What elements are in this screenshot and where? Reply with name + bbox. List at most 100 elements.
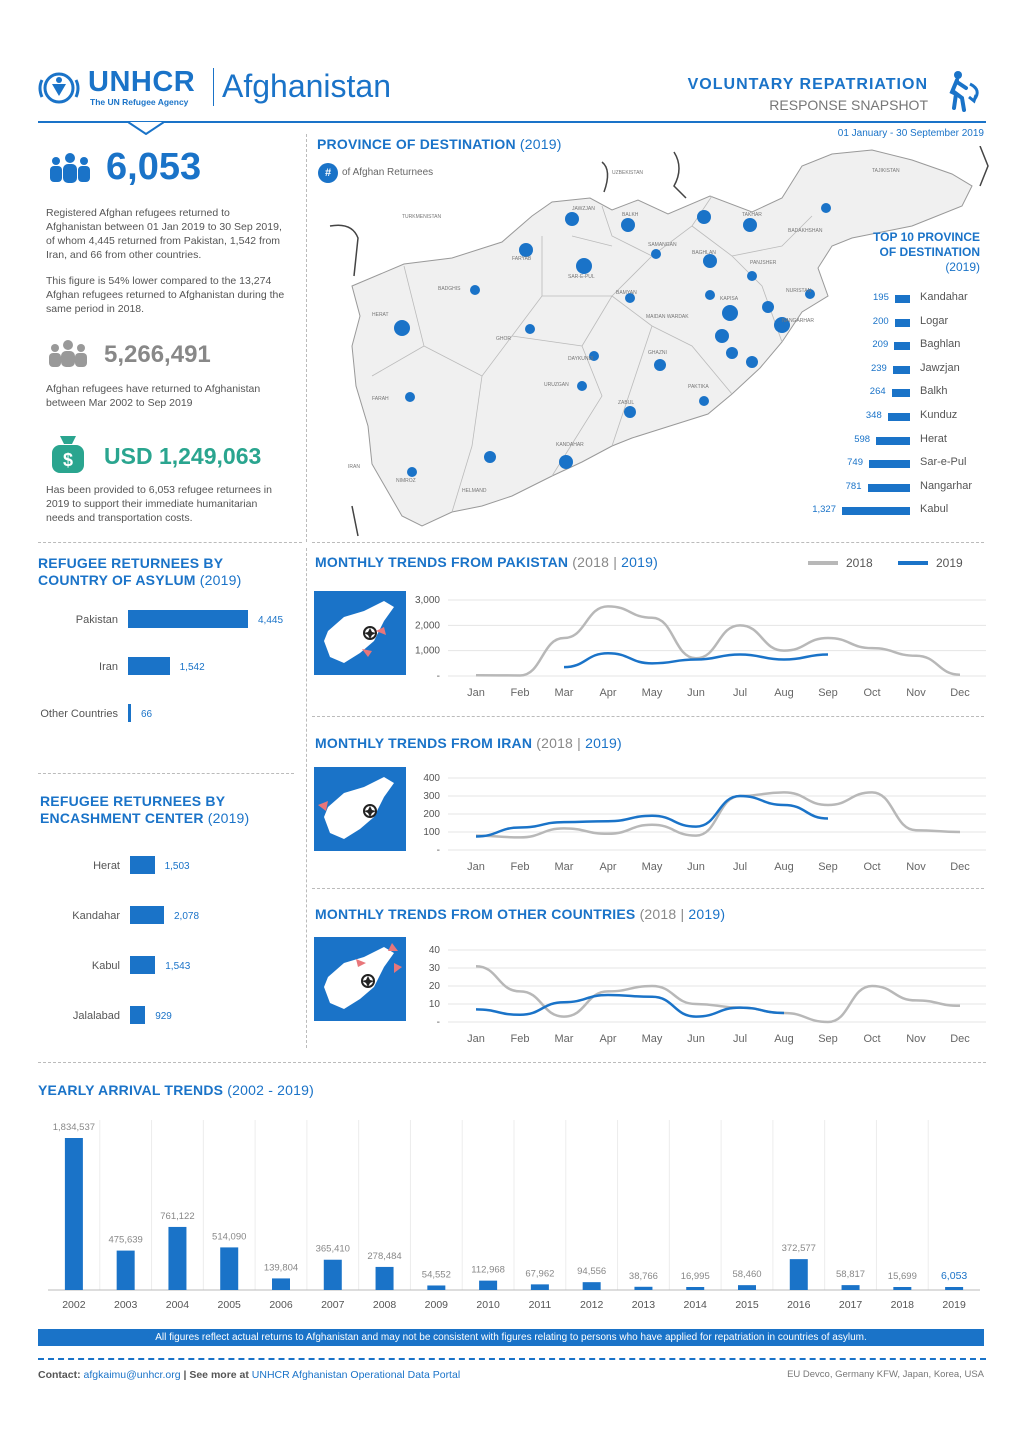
divider — [306, 134, 307, 542]
bar-value-label: 139,804 — [264, 1262, 298, 1273]
province-name: Baghlan — [920, 338, 961, 351]
x-tick-label: Dec — [950, 1033, 970, 1045]
province-name: Kabul — [920, 503, 949, 516]
map-legend-label: of Afghan Returnees — [342, 167, 434, 178]
y-tick-label: 1,000 — [415, 646, 440, 657]
portal-link[interactable]: UNHCR Afghanistan Operational Data Porta… — [251, 1369, 461, 1381]
svg-text:HELMAND: HELMAND — [462, 488, 487, 494]
bar-value: 1,503 — [164, 861, 190, 872]
year-label: 2010 — [476, 1299, 500, 1311]
top10-title: TOP 10 PROVINCE OF DESTINATION (2019) — [840, 230, 980, 275]
bar-label: Jalalabad — [72, 1010, 120, 1022]
disclaimer-banner: All figures reflect actual returns to Af… — [38, 1329, 984, 1346]
legend-label-2018: 2018 — [846, 556, 873, 570]
x-tick-label: Jul — [733, 1033, 747, 1045]
bar-label: Kandahar — [72, 910, 120, 922]
y-tick-label: - — [437, 671, 440, 682]
year-label: 2014 — [684, 1299, 708, 1311]
bar-value: 929 — [155, 1011, 172, 1022]
bar-value: 2,078 — [174, 911, 200, 922]
y-tick-label: 2,000 — [415, 620, 440, 631]
svg-text:URUZGAN: URUZGAN — [544, 382, 569, 388]
year-label: 2013 — [632, 1299, 656, 1311]
by-center-title-line2: ENCASHMENT CENTER (2019) — [40, 810, 250, 826]
province-bar — [842, 507, 910, 516]
year-bar — [841, 1285, 860, 1290]
x-tick-label: Feb — [511, 861, 530, 873]
y-tick-label: 30 — [429, 963, 441, 974]
province-value: 200 — [872, 315, 889, 327]
bar — [128, 610, 248, 628]
province-name: Herat — [920, 432, 947, 445]
bar-value-label: 58,817 — [836, 1269, 865, 1280]
legend-swatch-2019 — [898, 561, 928, 565]
svg-text:TURKMENISTAN: TURKMENISTAN — [402, 214, 441, 220]
year-label: 2007 — [321, 1299, 345, 1311]
year-bar — [479, 1280, 498, 1290]
bar-value-label: 6,053 — [941, 1270, 967, 1282]
divider — [38, 542, 302, 543]
svg-text:BALKH: BALKH — [622, 212, 639, 218]
bar-value-label: 372,577 — [782, 1243, 816, 1254]
province-bar — [869, 460, 910, 469]
x-tick-label: Aug — [774, 1033, 794, 1045]
footer-contact: Contact: afgkaimu@unhcr.org | See more a… — [38, 1369, 460, 1381]
iran-trend-title: MONTHLY TRENDS FROM IRAN (2018 | 2019) — [315, 735, 622, 751]
province-value: 781 — [845, 480, 862, 492]
divider — [38, 773, 294, 774]
report-title: VOLUNTARY REPATRIATION — [687, 76, 928, 93]
x-tick-label: Aug — [774, 687, 794, 699]
bar-value-label: 58,460 — [732, 1269, 761, 1280]
by-country-title: REFUGEE RETURNEES BY COUNTRY OF ASYLUM (… — [38, 555, 242, 588]
other-trend-chart: 40 30 20 10 - Jan Feb Mar Apr May Jun Jul Aug Sep Oct N… — [429, 945, 986, 1045]
usd-desc: Has been provided to 6,053 refugee retur… — [46, 484, 272, 524]
svg-text:TAJIKISTAN: TAJIKISTAN — [872, 168, 900, 174]
year-bar — [582, 1282, 601, 1290]
bar-value-label: 761,122 — [160, 1211, 194, 1222]
svg-text:GHOR: GHOR — [496, 336, 511, 342]
svg-text:NANGARHAR: NANGARHAR — [782, 318, 814, 324]
iran-mini-map — [314, 767, 406, 851]
x-tick-label: May — [642, 687, 663, 699]
bar-value: 1,542 — [179, 662, 205, 673]
x-tick-label: Sep — [818, 687, 838, 699]
svg-text:NURISTAN: NURISTAN — [786, 288, 812, 294]
svg-text:NIMROZ: NIMROZ — [396, 478, 416, 484]
x-tick-label: Oct — [863, 1033, 880, 1045]
bar-label: Kabul — [91, 960, 120, 972]
bar-label: Herat — [93, 860, 120, 872]
svg-text:BADGHIS: BADGHIS — [438, 286, 461, 292]
bar-label: Other Countries — [40, 708, 118, 720]
legend-label-2019: 2019 — [936, 556, 963, 570]
svg-text:SAMANGAN: SAMANGAN — [648, 242, 677, 248]
svg-text:DAYKUNDI: DAYKUNDI — [568, 356, 593, 362]
province-bar — [867, 483, 910, 492]
divider — [306, 548, 307, 1048]
year-label: 2012 — [580, 1299, 604, 1311]
contact-email-link[interactable]: afgkaimu@unhcr.org — [83, 1369, 181, 1381]
x-tick-label: Jul — [733, 861, 747, 873]
x-tick-label: Mar — [555, 1033, 574, 1045]
x-tick-label: Nov — [906, 1033, 926, 1045]
unhcr-logo-icon — [36, 70, 82, 106]
compare-desc: This figure is 54% lower compared to the… — [46, 275, 285, 315]
bar — [128, 657, 170, 675]
svg-text:ZABUL: ZABUL — [618, 400, 634, 406]
bar-value-label: 15,699 — [888, 1271, 917, 1282]
province-name: Sar-e-Pul — [920, 456, 967, 469]
x-tick-label: Feb — [511, 1033, 530, 1045]
year-label: 2019 — [942, 1299, 966, 1311]
contact-label: Contact: — [38, 1369, 81, 1381]
top10-year: (2019) — [945, 260, 980, 274]
svg-text:PAKTIKA: PAKTIKA — [688, 384, 709, 390]
map-legend-symbol: # — [324, 167, 332, 179]
bar-label: Pakistan — [75, 614, 118, 626]
trend-legend: 2018 2019 — [808, 556, 988, 572]
by-center-chart: Herat 1,503 Kandahar 2,078 Kabul 1,543 Jalalab… — [20, 856, 304, 1036]
total-returnees: 6,053 — [106, 146, 202, 188]
year-bar — [220, 1247, 239, 1290]
x-tick-label: Apr — [599, 1033, 616, 1045]
year-label: 2017 — [839, 1299, 863, 1311]
year-label: 2018 — [891, 1299, 915, 1311]
disclaimer-text: All figures reflect actual returns to Af… — [155, 1332, 867, 1343]
